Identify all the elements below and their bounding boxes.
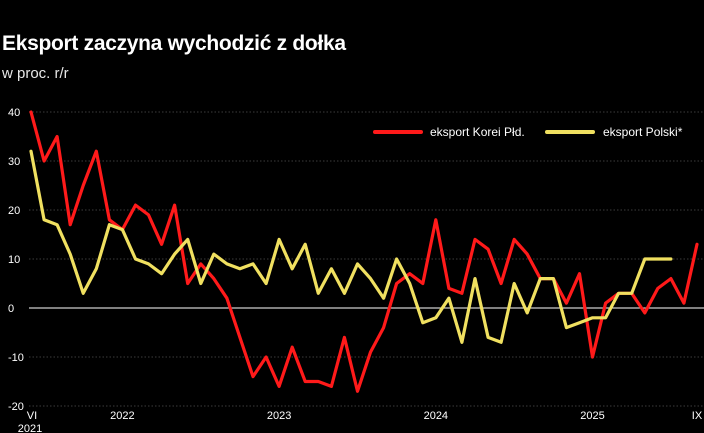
x-tick-label: 2022 [110,410,134,422]
y-tick-label: 10 [8,254,20,266]
x-tick-label: 2023 [267,410,291,422]
y-tick-label: 20 [8,205,20,217]
x-tick-label: 2024 [424,410,448,422]
y-tick-label: 30 [8,156,20,168]
y-tick-label: -10 [8,352,24,364]
legend-label: eksport Korei Płd. [430,125,525,139]
series-line-korea [29,110,699,393]
x-tick-label: 2025 [580,410,604,422]
legend-label: eksport Polski* [603,125,683,139]
series-line-poland [29,149,673,344]
y-tick-label: 40 [8,107,20,119]
x-tick-label: VI [27,410,37,422]
y-tick-label: -20 [8,401,24,413]
x-tick-label-year: 2021 [18,423,42,433]
chart-subtitle: w proc. r/r [2,65,69,82]
y-tick-label: 0 [8,303,14,315]
chart-title: Eksport zaczyna wychodzić z dołka [2,32,346,55]
x-tick-label: IX [692,410,703,422]
